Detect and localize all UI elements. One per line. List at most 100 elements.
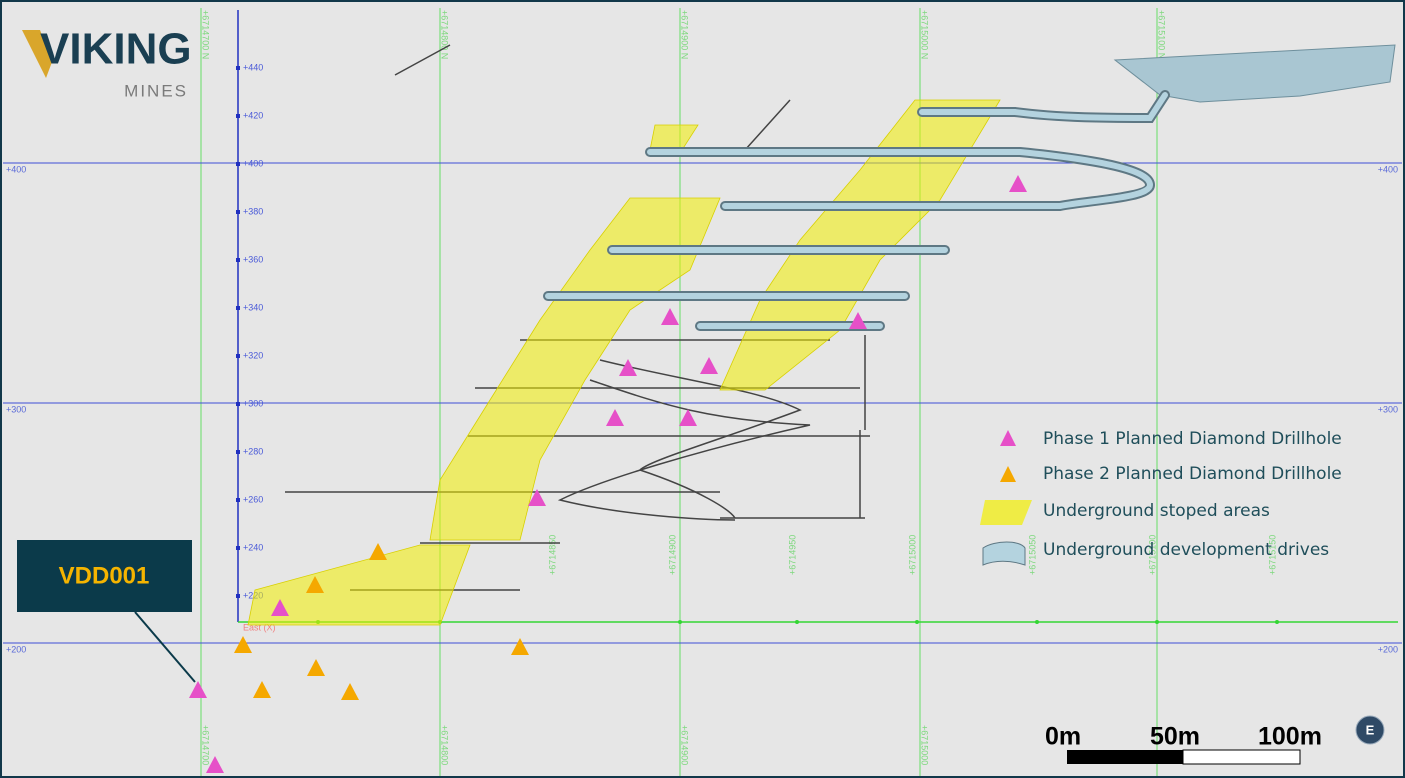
workings-ramp bbox=[557, 379, 811, 521]
elevation-tick bbox=[236, 354, 240, 358]
compass-label: E bbox=[1366, 722, 1375, 737]
drillhole bbox=[606, 409, 624, 426]
drillhole bbox=[341, 683, 359, 700]
elevation-tick bbox=[236, 258, 240, 262]
scale-bar: 0m 50m 100m E bbox=[1045, 715, 1385, 765]
scale-label: 50m bbox=[1150, 723, 1200, 751]
legend-label: Underground development drives bbox=[1043, 540, 1329, 560]
elevation-label: +220 bbox=[243, 590, 263, 600]
compass bbox=[1355, 715, 1385, 745]
drillhole bbox=[700, 357, 718, 374]
northing-label: +6714700 N bbox=[201, 10, 211, 59]
elevation-tick bbox=[236, 450, 240, 454]
elevation-tick bbox=[236, 162, 240, 166]
northing-label: +6715000 N bbox=[920, 10, 930, 59]
northing-label: +6714700 bbox=[201, 725, 211, 765]
drillholes bbox=[189, 175, 1027, 773]
scale-label: 100m bbox=[1258, 723, 1322, 751]
legend-label: Phase 1 Planned Diamond Drillhole bbox=[1043, 429, 1342, 449]
workings-hole bbox=[394, 44, 791, 151]
elevation-label: +340 bbox=[243, 302, 263, 312]
stope bbox=[429, 197, 721, 541]
workings-ramp bbox=[599, 359, 802, 519]
logo-mark bbox=[22, 30, 52, 78]
elevation-label: +360 bbox=[243, 254, 263, 264]
rl-label: +400 bbox=[1378, 164, 1398, 174]
east-label: +6714850 bbox=[547, 535, 557, 575]
legend: Phase 1 Planned Diamond Drillhole Phase … bbox=[980, 429, 1342, 566]
rl-label: +400 bbox=[6, 164, 26, 174]
elevation-label: +300 bbox=[243, 398, 263, 408]
elevation-label: +380 bbox=[243, 206, 263, 216]
elevation-tick bbox=[236, 594, 240, 598]
legend-symbol bbox=[1000, 430, 1016, 446]
east-axis-title: East (X) bbox=[243, 622, 276, 632]
elevation-label: +420 bbox=[243, 110, 263, 120]
logo-name: VIKING bbox=[40, 25, 192, 74]
east-label: +6715000 bbox=[907, 535, 917, 575]
elevation-label: +440 bbox=[243, 62, 263, 72]
east-label: +6714950 bbox=[787, 535, 797, 575]
east-tick bbox=[1035, 620, 1039, 624]
rl-label: +300 bbox=[6, 404, 26, 414]
northing-label: +6715100 N bbox=[1157, 10, 1167, 59]
elevation-tick bbox=[236, 546, 240, 550]
northing-label: +6714800 bbox=[440, 725, 450, 765]
drillhole bbox=[234, 636, 252, 653]
elevation-label: +240 bbox=[243, 542, 263, 552]
elevation-tick bbox=[236, 66, 240, 70]
elevation-label: +400 bbox=[243, 158, 263, 168]
drillhole bbox=[1009, 175, 1027, 192]
drillhole bbox=[306, 576, 324, 593]
east-label: +6715050 bbox=[1027, 535, 1037, 575]
grid: +400 +400 +300 +300 +200 +200 +6714700 N +67148… bbox=[3, 8, 1402, 776]
elevation-tick bbox=[236, 306, 240, 310]
rl-label: +200 bbox=[6, 644, 26, 654]
drillhole bbox=[271, 599, 289, 616]
drillhole bbox=[369, 543, 387, 560]
drillhole bbox=[619, 359, 637, 376]
drillhole bbox=[679, 409, 697, 426]
drillhole bbox=[253, 681, 271, 698]
northing-label: +6714800 N bbox=[440, 10, 450, 59]
elevation-tick bbox=[236, 114, 240, 118]
drillhole bbox=[528, 489, 546, 506]
elevation-tick bbox=[236, 498, 240, 502]
east-label: +6714900 bbox=[667, 535, 677, 575]
drive bbox=[545, 92, 1168, 329]
scale-label: 0m bbox=[1045, 723, 1081, 751]
scale-segment bbox=[1182, 749, 1301, 765]
elevation-label: +320 bbox=[243, 350, 263, 360]
east-tick bbox=[795, 620, 799, 624]
drillhole bbox=[189, 681, 207, 698]
rl-label: +300 bbox=[1378, 404, 1398, 414]
legend-label: Underground stoped areas bbox=[1043, 501, 1270, 521]
callout-box bbox=[17, 540, 192, 612]
legend-symbol bbox=[980, 500, 1032, 525]
east-tick bbox=[1155, 620, 1159, 624]
drives bbox=[543, 44, 1396, 331]
east-tick bbox=[1275, 620, 1279, 624]
northing-label: +6714900 N bbox=[680, 10, 690, 59]
drillhole bbox=[511, 638, 529, 655]
legend-symbol bbox=[1000, 466, 1016, 482]
drillhole bbox=[307, 659, 325, 676]
elevation-label: +260 bbox=[243, 494, 263, 504]
workings-shaft bbox=[720, 335, 866, 519]
northing-label: +6715000 bbox=[920, 725, 930, 765]
east-tick bbox=[915, 620, 919, 624]
stope bbox=[247, 544, 471, 626]
elevation-tick bbox=[236, 210, 240, 214]
drillhole bbox=[661, 308, 679, 325]
drillhole bbox=[206, 756, 224, 773]
scale-segment bbox=[1067, 750, 1183, 764]
northing-label: +6714900 bbox=[680, 725, 690, 765]
logo-subtitle: MINES bbox=[124, 81, 188, 100]
east-label: +6715150 bbox=[1267, 535, 1277, 575]
legend-symbol bbox=[982, 541, 1026, 566]
drillhole bbox=[849, 312, 867, 329]
east-label: +6715100 bbox=[1147, 535, 1157, 575]
